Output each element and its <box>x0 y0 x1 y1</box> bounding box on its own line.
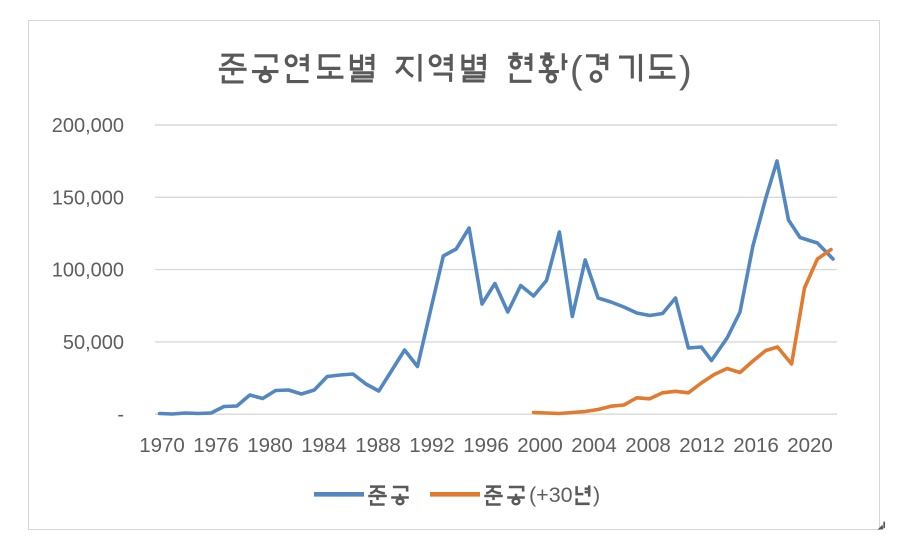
svg-text:): ) <box>593 483 600 507</box>
svg-text:2020: 2020 <box>787 434 833 457</box>
svg-text:(+30: (+30 <box>529 483 573 507</box>
svg-text:1988: 1988 <box>355 434 401 457</box>
svg-text:-: - <box>117 404 124 426</box>
svg-text:1970: 1970 <box>139 434 185 457</box>
svg-text:150,000: 150,000 <box>52 187 124 209</box>
svg-text:2008: 2008 <box>625 434 671 457</box>
svg-text:2012: 2012 <box>679 434 725 457</box>
svg-text:1980: 1980 <box>247 434 293 457</box>
svg-text:2004: 2004 <box>571 434 617 457</box>
svg-text:50,000: 50,000 <box>63 332 124 354</box>
svg-text:100,000: 100,000 <box>52 260 124 282</box>
svg-text:1976: 1976 <box>193 434 239 457</box>
svg-text:1992: 1992 <box>409 434 455 457</box>
svg-text:2016: 2016 <box>733 434 779 457</box>
svg-text:2000: 2000 <box>517 434 563 457</box>
svg-text:1996: 1996 <box>463 434 509 457</box>
svg-text:1984: 1984 <box>301 434 347 457</box>
svg-text:): ) <box>679 50 692 92</box>
svg-text:(: ( <box>570 50 583 92</box>
svg-text:200,000: 200,000 <box>52 115 124 137</box>
